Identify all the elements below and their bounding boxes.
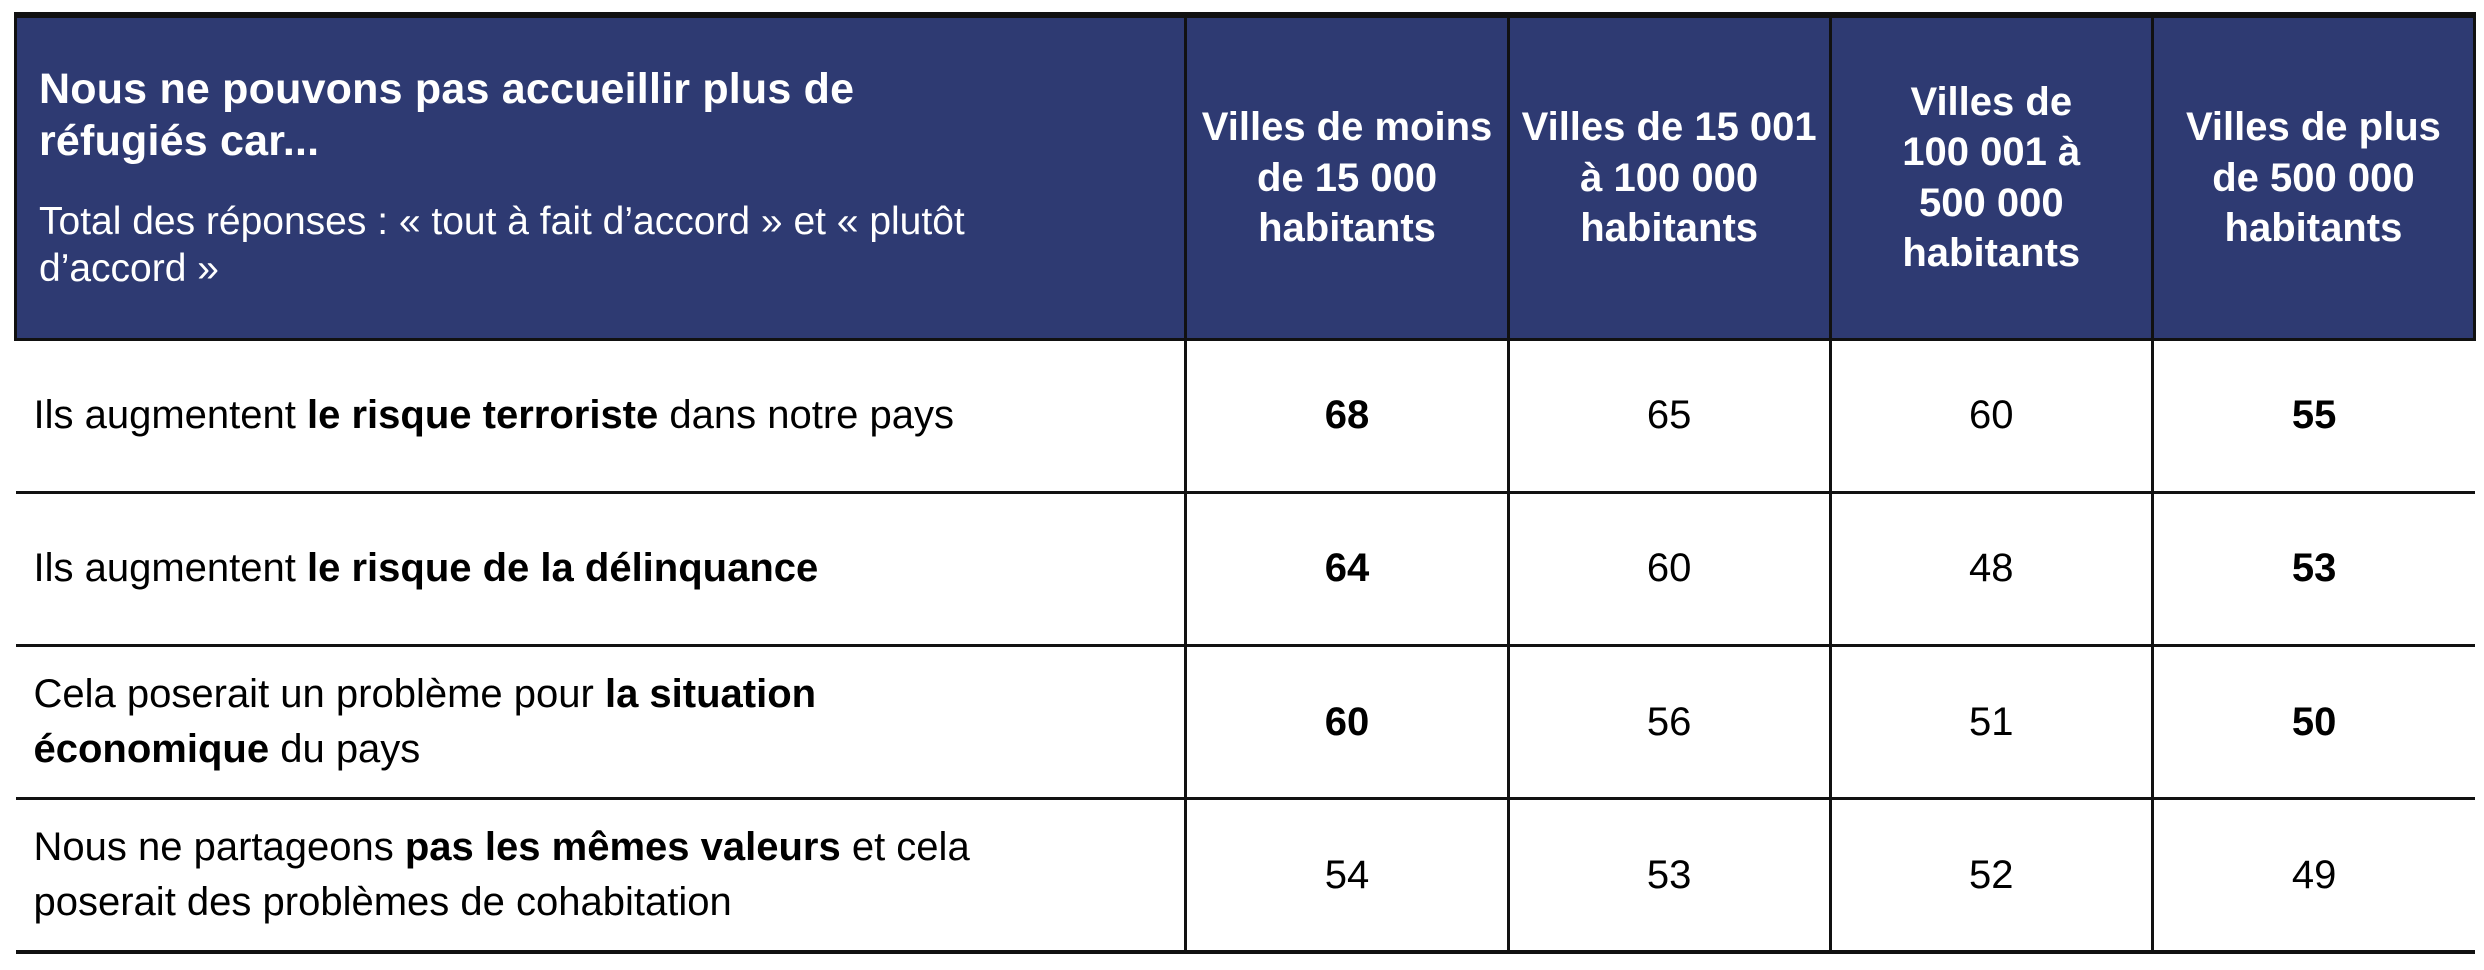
row-label-text: Nous ne partageons pas les mêmes valeurs… (34, 820, 1034, 930)
survey-table: Nous ne pouvons pas accueillir plus de r… (13, 12, 2477, 954)
value-cell: 60 (1184, 643, 1509, 799)
text-segment: le risque de la délinquance (307, 546, 819, 591)
value-cell: 68 (1184, 339, 1509, 493)
value-cell: 53 (1506, 797, 1831, 952)
value-cell: 65 (1506, 339, 1831, 493)
row-label-cell: Ils augmentent le risque de la délinquan… (15, 490, 1186, 646)
text-segment: Ils augmentent (33, 546, 307, 591)
row-label-text: Ils augmentent le risque terroriste dans… (34, 388, 1034, 443)
value-cell: 64 (1184, 490, 1509, 646)
row-label-text: Cela poserait un problème pour la situat… (34, 667, 1034, 777)
row-label-cell: Nous ne partageons pas les mêmes valeurs… (15, 797, 1186, 952)
value-cell: 49 (2150, 797, 2475, 952)
value-cell: 50 (2150, 643, 2475, 799)
value-cell: 56 (1506, 643, 1831, 799)
text-segment: pas les mêmes valeurs (404, 824, 841, 869)
text-segment: du pays (269, 727, 421, 772)
table-row: Cela poserait un problème pour la situat… (15, 643, 2475, 799)
value-cell: 60 (1828, 339, 2153, 493)
value-cell: 60 (1506, 490, 1831, 646)
row-label-cell: Ils augmentent le risque terroriste dans… (15, 339, 1186, 493)
column-header-cities-100001-500000: Villes de 100 001 à 500 000 habitants (1828, 13, 2154, 341)
column-header-cities-15001-100000: Villes de 15 001 à 100 000 habitants (1506, 13, 1832, 341)
column-header-cities-over-500000: Villes de plus de 500 000 habitants (2150, 13, 2477, 341)
header-row: Nous ne pouvons pas accueillir plus de r… (13, 13, 2477, 341)
row-label-cell: Cela poserait un problème pour la situat… (15, 643, 1186, 799)
text-segment: Cela poserait un problème pour (33, 671, 605, 716)
table-row: Ils augmentent le risque de la délinquan… (15, 490, 2475, 646)
row-label-text: Ils augmentent le risque de la délinquan… (34, 541, 1034, 596)
value-cell: 48 (1828, 490, 2153, 646)
value-cell: 54 (1184, 797, 1509, 952)
value-cell: 51 (1828, 643, 2153, 799)
text-segment: la situation économique (33, 671, 817, 772)
text-segment: le risque terroriste (307, 393, 659, 438)
column-header-cities-under-15000: Villes de moins de 15 000 habitants (1184, 13, 1510, 341)
text-segment: et cela poserait des problèmes de cohabi… (33, 824, 970, 925)
table-subtitle: Total des réponses : « tout à fait d’acc… (39, 199, 965, 291)
text-segment: dans notre pays (658, 393, 954, 438)
header-question-cell: Nous ne pouvons pas accueillir plus de r… (13, 13, 1188, 341)
value-cell: 52 (1828, 797, 2153, 952)
text-segment: Nous ne partageons (33, 824, 405, 869)
table-title: Nous ne pouvons pas accueillir plus de r… (39, 64, 855, 166)
value-cell: 55 (2150, 339, 2475, 493)
text-segment: Ils augmentent (33, 393, 307, 438)
value-cell: 53 (2150, 490, 2475, 646)
table-row: Ils augmentent le risque terroriste dans… (15, 339, 2475, 493)
table-row: Nous ne partageons pas les mêmes valeurs… (15, 797, 2475, 952)
